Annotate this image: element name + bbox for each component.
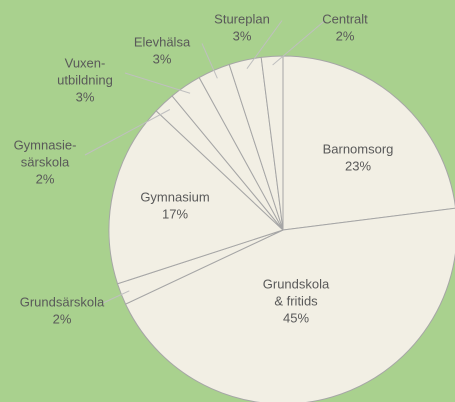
pie-slice — [124, 207, 455, 402]
slice-value-label: 3% — [233, 28, 252, 43]
leader-line — [84, 109, 171, 156]
slice-label: Grundsärskola — [20, 294, 105, 309]
slice-value-label: 2% — [336, 28, 355, 43]
slice-label: & fritids — [274, 293, 318, 308]
leader-line — [272, 20, 326, 66]
slice-label: särskola — [21, 154, 70, 169]
slice-label: Gymnasium — [140, 189, 209, 204]
pie-slice — [108, 110, 284, 285]
slice-value-label: 2% — [36, 171, 55, 186]
leader-line — [201, 43, 218, 79]
slice-label: utbildning — [57, 72, 113, 87]
leader-line — [246, 20, 283, 69]
slice-label: Elevhälsa — [134, 34, 191, 49]
slice-value-label: 23% — [345, 158, 371, 173]
slice-value-label: 45% — [283, 310, 309, 325]
slice-value-label: 3% — [76, 89, 95, 104]
pie-slice — [282, 55, 455, 231]
slice-label: Grundskola — [263, 276, 330, 291]
slice-label: Vuxen- — [65, 55, 106, 70]
slice-value-label: 3% — [153, 51, 172, 66]
leader-line — [124, 72, 191, 94]
slice-label: Gymnasie- — [14, 137, 77, 152]
slice-label: Barnomsorg — [323, 141, 394, 156]
slice-label: Stureplan — [214, 11, 270, 26]
leader-line — [101, 290, 130, 304]
slice-value-label: 17% — [162, 206, 188, 221]
slice-value-label: 2% — [53, 311, 72, 326]
slice-label: Centralt — [322, 11, 368, 26]
